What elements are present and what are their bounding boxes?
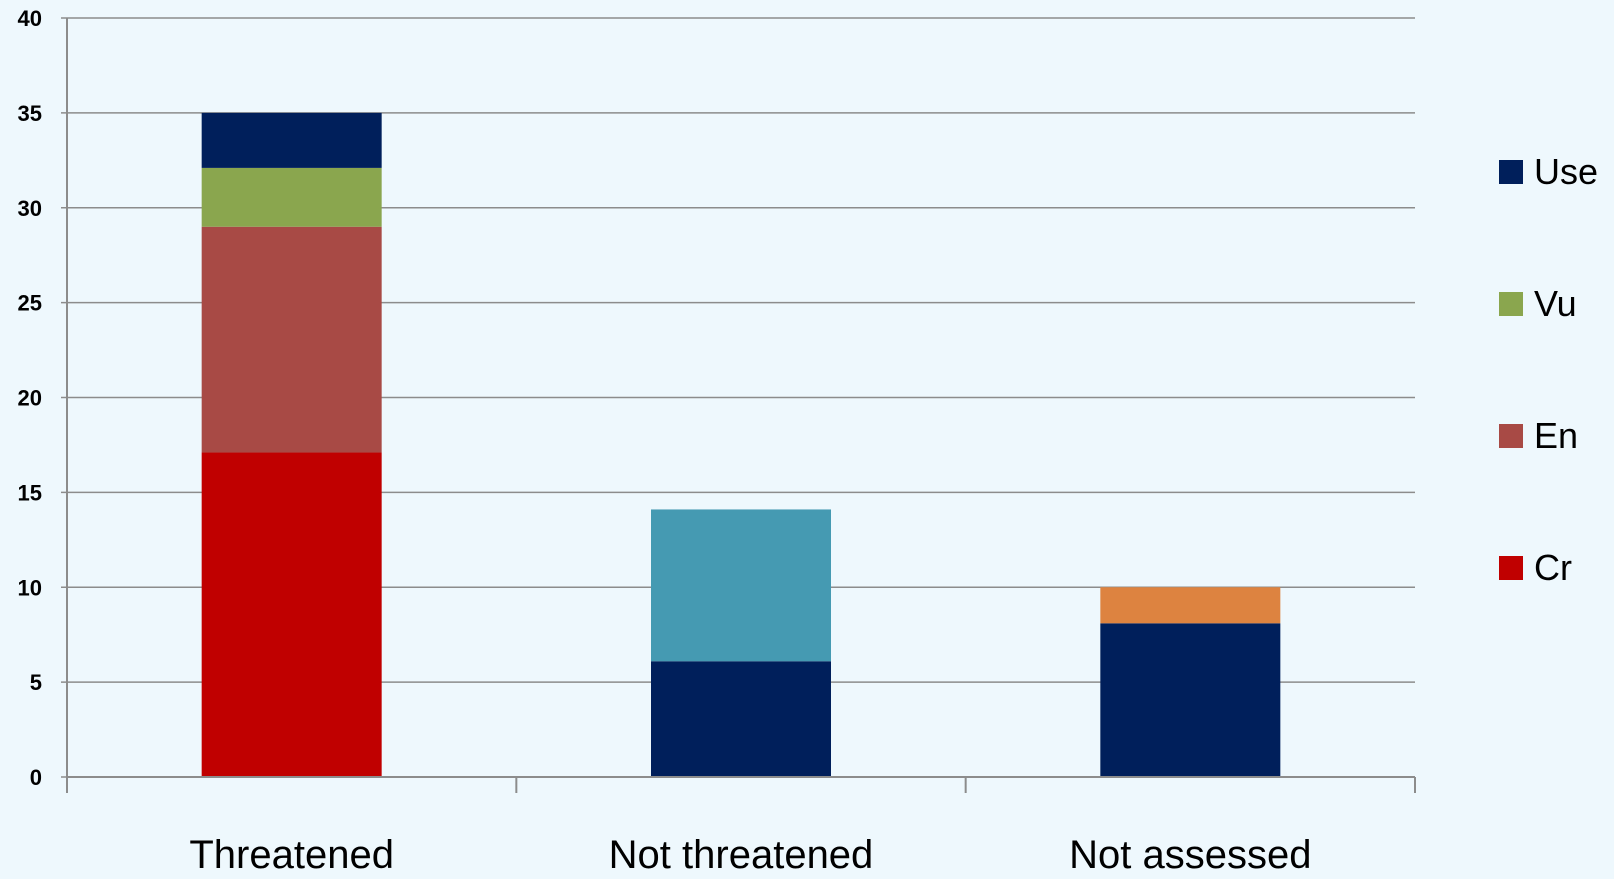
legend: Use Vu En Cr bbox=[1499, 151, 1598, 588]
bar-segment bbox=[201, 452, 382, 777]
legend-swatch bbox=[1499, 160, 1523, 184]
bar-segment bbox=[201, 112, 382, 168]
bars bbox=[201, 112, 1281, 777]
bar-segment bbox=[1100, 587, 1281, 624]
y-tick-label: 30 bbox=[18, 196, 42, 221]
x-category-label: Not assessed bbox=[1069, 833, 1311, 874]
legend-label: Cr bbox=[1534, 547, 1572, 588]
bar-segment bbox=[651, 661, 831, 777]
x-category-label: Not threatened bbox=[609, 833, 874, 874]
bar-segment bbox=[651, 509, 831, 662]
y-tick-label: 10 bbox=[18, 575, 42, 600]
y-tick-label: 25 bbox=[18, 291, 42, 316]
legend-swatch bbox=[1499, 424, 1523, 448]
bar-segment bbox=[201, 226, 382, 453]
bar-segment bbox=[1100, 623, 1281, 777]
axes: 0 5 10 15 20 25 30 35 40 Threatened Not threatened… bbox=[18, 6, 1416, 877]
y-tick-label: 0 bbox=[30, 765, 42, 790]
y-tick-label: 5 bbox=[30, 670, 42, 695]
legend-label: Vu bbox=[1534, 283, 1577, 324]
y-tick-label: 40 bbox=[18, 6, 42, 31]
legend-swatch bbox=[1499, 556, 1523, 580]
y-tick-label: 35 bbox=[18, 101, 42, 126]
y-tick-label: 20 bbox=[18, 386, 42, 411]
y-tick-label: 15 bbox=[18, 480, 42, 505]
x-category-label: Threatened bbox=[189, 833, 394, 874]
legend-label: En bbox=[1534, 415, 1578, 456]
legend-swatch bbox=[1499, 292, 1523, 316]
bar-segment bbox=[201, 167, 382, 227]
legend-label: Use bbox=[1534, 151, 1598, 192]
